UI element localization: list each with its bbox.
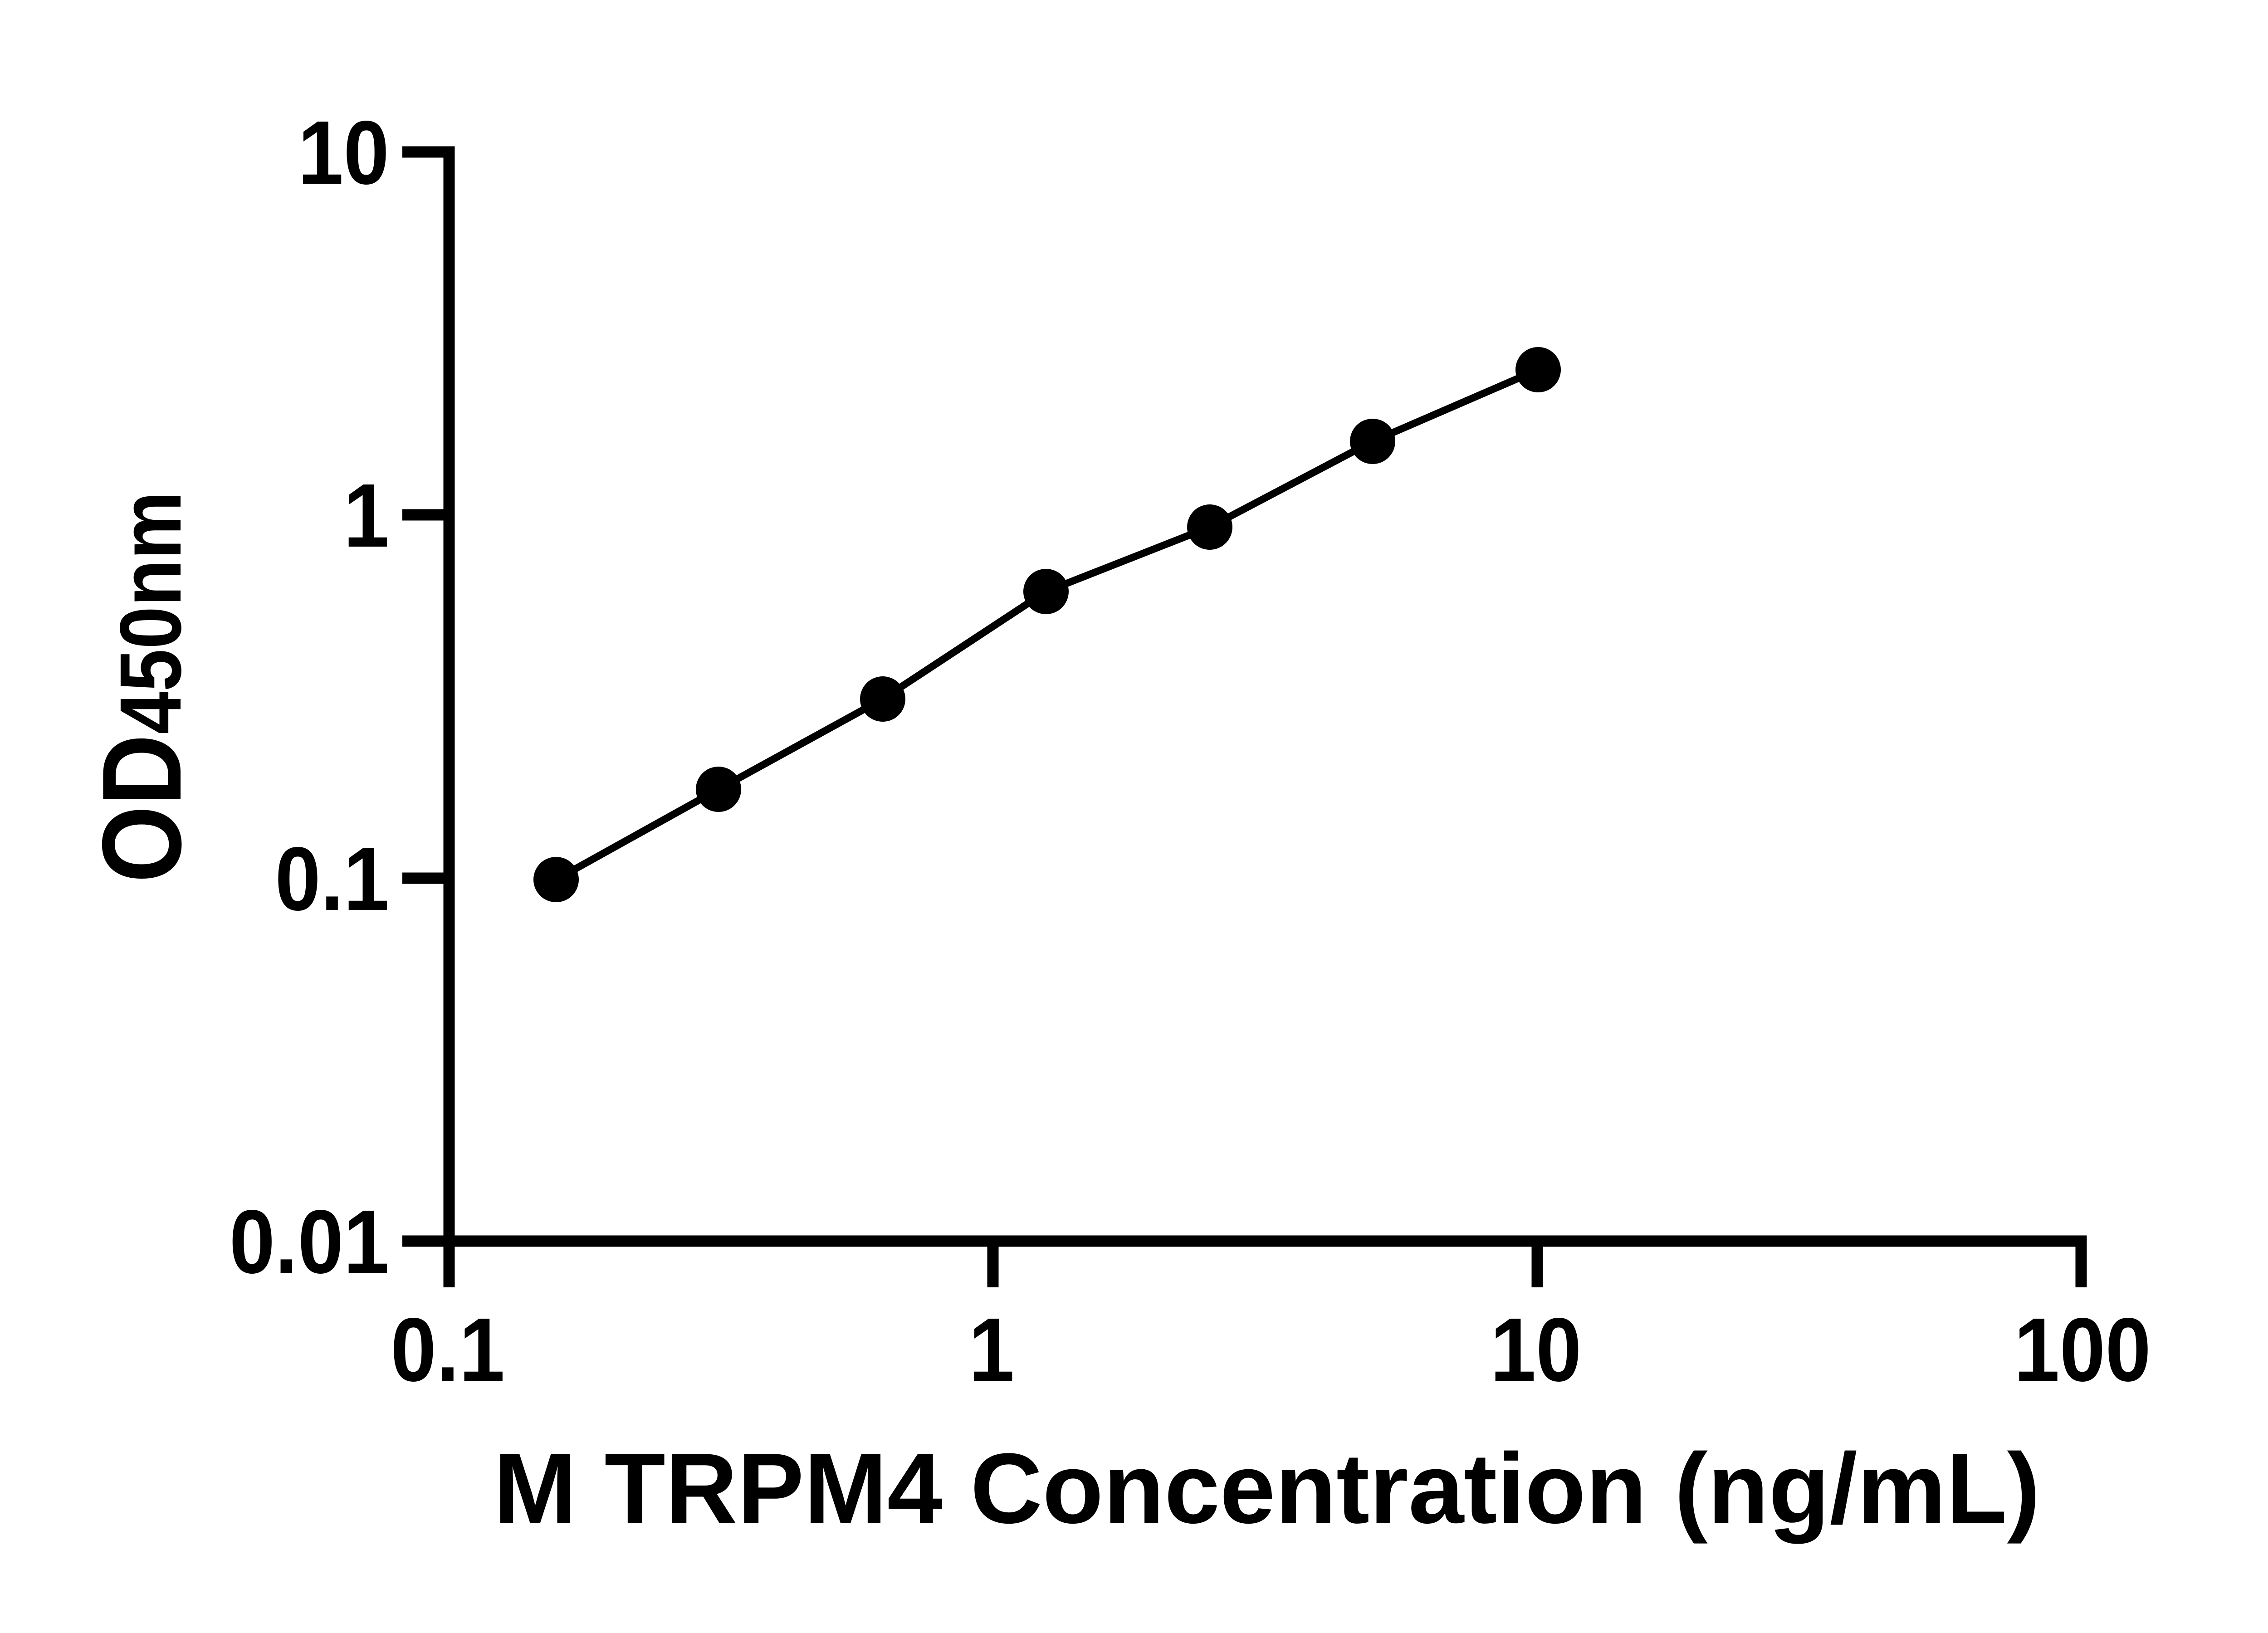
- svg-text:10: 10: [1490, 1300, 1581, 1400]
- svg-text:OD450nm: OD450nm: [79, 491, 205, 883]
- svg-text:0.1: 0.1: [391, 1300, 505, 1400]
- svg-text:100: 100: [2014, 1300, 2151, 1400]
- svg-text:0.01: 0.01: [230, 1192, 389, 1292]
- svg-text:0.1: 0.1: [275, 829, 389, 929]
- svg-text:M TRPM4 Concentration (ng/mL): M TRPM4 Concentration (ng/mL): [494, 1433, 2040, 1544]
- svg-text:1: 1: [343, 465, 389, 566]
- svg-text:10: 10: [298, 103, 389, 203]
- svg-text:1: 1: [969, 1300, 1015, 1400]
